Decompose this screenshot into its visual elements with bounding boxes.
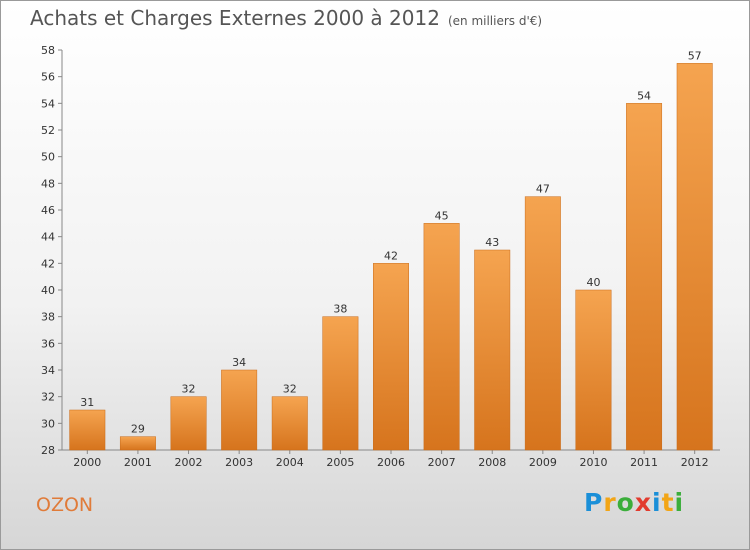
proxiti-logo[interactable]: Proxiti: [584, 488, 684, 517]
y-tick-label: 54: [41, 97, 55, 110]
data-label: 31: [80, 396, 94, 409]
logo-letter: t: [661, 488, 675, 517]
y-tick-label: 42: [41, 257, 55, 270]
data-label: 47: [536, 183, 550, 196]
bar: [423, 223, 460, 451]
bar: [221, 369, 258, 451]
chart-title-text: Achats et Charges Externes 2000 à 2012: [30, 6, 440, 30]
y-tick-label: 50: [41, 151, 55, 164]
data-label: 45: [435, 209, 449, 222]
x-tick-label: 2003: [225, 456, 253, 469]
logo-letter: r: [603, 488, 617, 517]
bar: [676, 63, 713, 451]
x-tick-label: 2011: [630, 456, 658, 469]
y-tick-label: 58: [41, 44, 55, 57]
x-tick-label: 2006: [377, 456, 405, 469]
bar: [322, 316, 359, 451]
data-label: 42: [384, 249, 398, 262]
data-label: 32: [283, 383, 297, 396]
bar: [170, 396, 207, 451]
bar: [271, 396, 308, 451]
x-tick-label: 2000: [73, 456, 101, 469]
x-tick-label: 2008: [478, 456, 506, 469]
bar: [626, 103, 663, 451]
data-label: 32: [182, 383, 196, 396]
x-tick-label: 2004: [276, 456, 304, 469]
bar: [119, 436, 156, 451]
logo-letter: P: [584, 488, 604, 517]
data-label: 38: [333, 303, 347, 316]
y-tick-label: 36: [41, 337, 55, 350]
y-tick-label: 38: [41, 311, 55, 324]
bar: [575, 289, 612, 451]
y-tick-label: 46: [41, 204, 55, 217]
x-tick-label: 2012: [681, 456, 709, 469]
logo-letter: x: [634, 488, 652, 517]
logo-letter: i: [674, 488, 685, 517]
x-tick-label: 2007: [428, 456, 456, 469]
chart-title: Achats et Charges Externes 2000 à 2012 (e…: [30, 6, 542, 30]
x-tick-label: 2001: [124, 456, 152, 469]
data-label: 43: [485, 236, 499, 249]
place-name: OZON: [36, 494, 94, 516]
data-label: 29: [131, 423, 145, 436]
y-tick-label: 32: [41, 391, 55, 404]
y-tick-label: 30: [41, 417, 55, 430]
bar: [69, 409, 106, 451]
y-tick-label: 28: [41, 444, 55, 457]
y-tick-label: 52: [41, 124, 55, 137]
data-label: 57: [688, 49, 702, 62]
logo-letter: o: [616, 488, 635, 517]
chart-subtitle: (en milliers d'€): [447, 14, 543, 28]
x-tick-label: 2005: [326, 456, 354, 469]
y-tick-label: 48: [41, 177, 55, 190]
logo-letter: i: [652, 488, 662, 517]
bar: [524, 196, 561, 451]
y-tick-label: 34: [41, 364, 55, 377]
bar: [474, 249, 511, 451]
y-tick-label: 44: [41, 231, 55, 244]
data-label: 40: [586, 276, 600, 289]
x-tick-label: 2002: [175, 456, 203, 469]
y-tick-label: 40: [41, 284, 55, 297]
bar: [373, 263, 409, 451]
x-tick-label: 2010: [579, 456, 607, 469]
data-label: 54: [637, 89, 651, 102]
x-tick-label: 2009: [529, 456, 557, 469]
y-tick-label: 56: [41, 71, 55, 84]
data-label: 34: [232, 356, 246, 369]
